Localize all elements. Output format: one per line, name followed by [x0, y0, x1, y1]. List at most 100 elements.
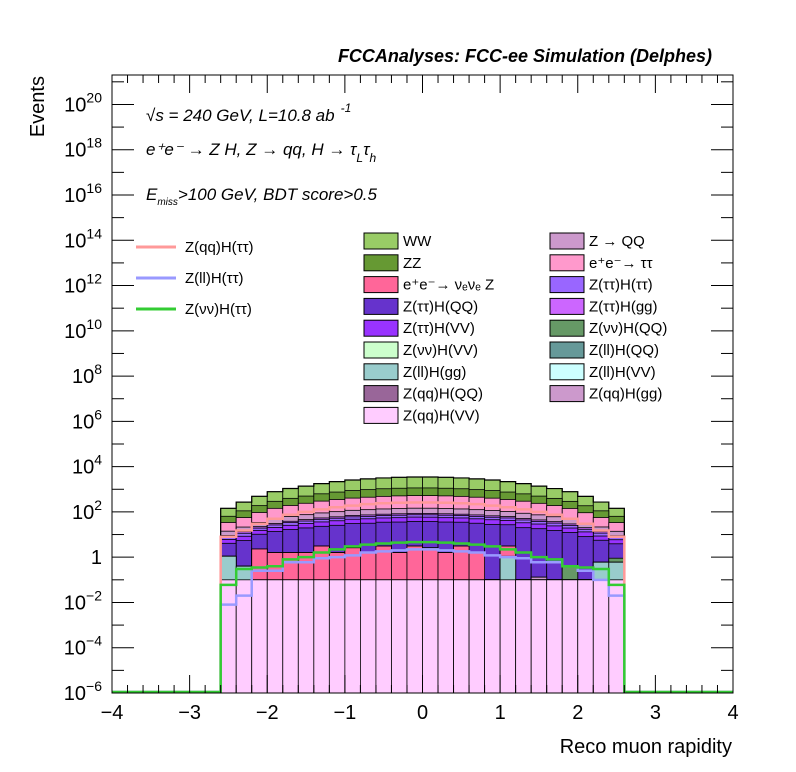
legend-swatch [549, 297, 585, 315]
stack-bar [546, 579, 563, 694]
legend-label: Z(ll)H(QQ) [589, 342, 659, 359]
x-axis-label: Reco muon rapidity [560, 736, 732, 758]
legend-swatch [549, 341, 585, 359]
legend-swatch [363, 406, 399, 424]
legend-label: Z(qq)H(ττ) [185, 239, 254, 256]
stack-bar [359, 579, 377, 694]
y-tick-label: 10−2 [64, 587, 102, 614]
stack-bar [406, 579, 423, 694]
stack-bar [313, 579, 330, 694]
legend-label: e⁺e⁻→ ττ [589, 255, 653, 272]
y-tick-label: 1 [91, 547, 102, 569]
overlay-line [112, 540, 733, 694]
y-tick-label: 1012 [64, 271, 102, 298]
stack-bar [561, 579, 579, 694]
legend-swatch [549, 254, 585, 272]
annotations: √s = 240 GeV, L=10.8 ab -1 e⁺e⁻ → Z H, Z … [146, 101, 378, 208]
legend-swatch [549, 276, 585, 294]
stack-bar [297, 579, 315, 694]
y-tick-label: 108 [72, 361, 102, 388]
legend-swatch [363, 385, 399, 403]
legend-swatch [363, 363, 399, 381]
legend-swatch [363, 341, 399, 359]
stacked-histogram [220, 476, 625, 694]
stack-bar [437, 579, 454, 694]
legend-label: Z(ll)H(gg) [403, 364, 466, 381]
chart-title: FCCAnalyses: FCC-ee Simulation (Delphes) [338, 46, 712, 66]
legend-label: Z(ττ)H(gg) [589, 298, 658, 315]
y-tick-label: 1016 [64, 180, 102, 207]
stack-bar [266, 579, 284, 694]
y-tick-label: 106 [72, 406, 102, 433]
legend-swatch [549, 319, 585, 337]
overlay-histograms [112, 501, 733, 694]
legend-label: Z(ll)H(ττ) [185, 270, 244, 287]
overlay-line [112, 501, 733, 694]
legend-label: WW [403, 233, 432, 250]
stack-bar [344, 579, 361, 694]
stack-bar [220, 579, 237, 694]
legend-label: Z(νν)H(ττ) [185, 301, 252, 318]
x-tick-label: 3 [650, 702, 661, 724]
legend-swatch [549, 363, 585, 381]
stack-bar [391, 579, 408, 694]
legend-label: Z(qq)H(gg) [589, 386, 662, 403]
y-tick-label: 10−6 [64, 678, 102, 705]
y-tick-label: 10−4 [64, 633, 102, 660]
stack-bar [453, 579, 470, 694]
stack-bar [515, 579, 532, 694]
legend-label: Z → QQ [589, 233, 645, 250]
legend-label: Z(ττ)H(QQ) [403, 298, 478, 315]
x-tick-label: 0 [417, 702, 428, 724]
legend-label: Z(qq)H(VV) [403, 407, 480, 424]
stack-bar [484, 579, 501, 694]
legend-swatch [363, 254, 399, 272]
legend-swatch [549, 232, 585, 250]
x-tick-label: −2 [256, 702, 279, 724]
stack-bar [530, 579, 548, 694]
legend-label: Z(ll)H(VV) [589, 364, 656, 381]
process-annotation: e⁺e⁻ → Z H, Z → qq, H → τLτh [146, 140, 376, 165]
stack-bar [468, 579, 486, 694]
y-axis-ticks: 10−6 10−4 10−2 1 102 104 106 108 1010 1012 1014 101… [64, 81, 733, 705]
y-tick-label: 1020 [64, 89, 102, 116]
stack-bar [422, 579, 439, 694]
stack-bar [328, 579, 346, 694]
stack-component [220, 579, 625, 694]
y-tick-label: 102 [72, 497, 102, 524]
legend-label: Z(qq)H(QQ) [403, 386, 483, 403]
legend-swatch [363, 276, 399, 294]
y-tick-label: 1010 [64, 316, 102, 343]
x-tick-label: −4 [101, 702, 124, 724]
x-axis-ticks: −4 −3 −2 −1 0 1 2 3 4 [101, 75, 739, 724]
legend-swatch [363, 297, 399, 315]
legend-swatch [363, 319, 399, 337]
legend-swatch [363, 232, 399, 250]
cut-annotation: Emiss>100 GeV, BDT score>0.5 [146, 185, 378, 208]
legend-label: Z(ττ)H(VV) [403, 320, 475, 337]
stack-outline [220, 476, 625, 693]
stack-bar [577, 579, 594, 694]
y-tick-label: 104 [72, 452, 102, 479]
x-tick-label: 4 [727, 702, 738, 724]
y-axis-label: Events [27, 76, 49, 137]
legend-label: Z(ττ)H(ττ) [589, 277, 653, 294]
legend-label: Z(νν)H(VV) [403, 342, 478, 359]
x-tick-label: 2 [572, 702, 583, 724]
legend: Z(qq)H(ττ) Z(ll)H(ττ) Z(νν)H(ττ) WW ZZ e⁺e⁻→ … [136, 232, 667, 424]
legend-label: Z(νν)H(QQ) [589, 320, 667, 337]
stack-bar [282, 579, 299, 694]
stack-bar [251, 579, 268, 694]
x-tick-label: −1 [333, 702, 356, 724]
legend-swatch [549, 385, 585, 403]
stack-bar [375, 579, 392, 694]
x-tick-label: −3 [178, 702, 201, 724]
legend-label: ZZ [403, 255, 421, 272]
x-tick-label: 1 [495, 702, 506, 724]
y-tick-label: 1014 [64, 225, 102, 252]
stack-bar [499, 579, 517, 694]
legend-label: e⁺e⁻→ νₑνₑ Z [403, 277, 494, 294]
y-tick-label: 1018 [64, 135, 102, 162]
energy-annotation: √s = 240 GeV, L=10.8 ab -1 [146, 101, 351, 125]
